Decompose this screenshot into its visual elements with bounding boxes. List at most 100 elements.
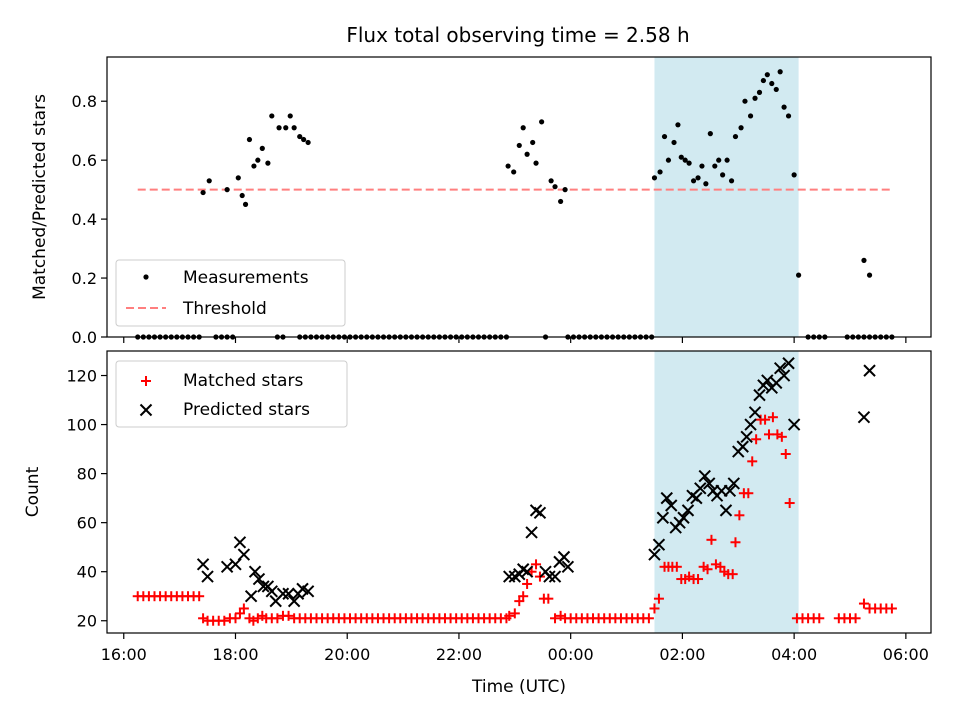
chart-title: Flux total observing time = 2.58 h <box>346 23 689 47</box>
measurement-point <box>200 189 206 196</box>
predicted-point <box>690 491 703 505</box>
predicted-point <box>698 469 711 483</box>
predicted-point <box>681 504 695 517</box>
x-tick-label: 06:00 <box>883 645 929 664</box>
legend-label-threshold: Threshold <box>182 299 267 319</box>
legend-marker-predicted <box>139 403 153 417</box>
measurement-point <box>728 178 735 184</box>
matched-point <box>734 510 745 521</box>
predicted-point <box>201 570 214 583</box>
legend: Matched stars Predicted stars <box>115 360 348 428</box>
measurement-point <box>661 133 668 140</box>
predicted-point <box>229 558 242 571</box>
matched-point <box>784 498 795 509</box>
measurement-point <box>724 157 730 163</box>
matched-point <box>886 603 897 614</box>
matched-point <box>504 610 515 621</box>
measurement-point <box>533 160 539 166</box>
predicted-point <box>753 388 766 402</box>
matched-point <box>743 488 754 499</box>
predicted-series <box>196 357 876 608</box>
y-tick-label: 0.0 <box>72 328 97 347</box>
measurement-point <box>242 201 249 207</box>
x-tick-label: 02:00 <box>659 645 705 664</box>
measurement-point <box>796 272 802 278</box>
highlight-span-bottom <box>654 351 799 633</box>
predicted-point <box>652 538 666 551</box>
measurement-point <box>206 178 212 184</box>
predicted-point <box>656 511 670 524</box>
matched-point <box>531 559 542 570</box>
predicted-point <box>723 484 737 497</box>
matched-point <box>760 414 771 425</box>
predicted-point <box>748 406 762 419</box>
predicted-point <box>561 560 575 573</box>
measurement-point <box>301 136 307 143</box>
legend-label-matched: Matched stars <box>183 371 303 391</box>
measurement-point <box>699 163 705 169</box>
matched-point <box>643 613 654 624</box>
measurement-point <box>530 139 536 146</box>
measurement-point <box>690 178 697 184</box>
matched-point <box>780 448 791 459</box>
matched-point <box>522 578 533 589</box>
y-tick-label: 20 <box>77 612 97 631</box>
predicted-point <box>777 369 791 382</box>
y-tick-label: 0.4 <box>72 210 97 229</box>
matched-point <box>649 603 660 614</box>
matched-point <box>850 613 861 624</box>
measurement-point <box>562 187 568 193</box>
measurement-point <box>524 151 530 157</box>
predicted-point <box>744 418 757 431</box>
matched-point <box>518 591 529 602</box>
measurement-point <box>305 139 311 146</box>
measurement-point <box>287 113 293 119</box>
predicted-point <box>703 477 716 490</box>
measurement-point <box>246 136 253 143</box>
measurement-point <box>671 139 677 146</box>
measurement-point <box>239 192 245 199</box>
predicted-point <box>244 590 258 603</box>
predicted-point <box>857 411 871 424</box>
matched-series <box>132 412 897 626</box>
y-tick-label: 100 <box>66 416 97 435</box>
matched-point <box>747 456 758 467</box>
predicted-point <box>543 570 556 583</box>
measurement-point <box>675 122 681 128</box>
measurement-point <box>558 198 564 205</box>
x-tick-label: 04:00 <box>771 645 817 664</box>
measurement-point <box>732 133 739 140</box>
matched-point <box>727 569 738 580</box>
predicted-point <box>525 526 538 539</box>
y-tick-label: 40 <box>77 563 97 582</box>
measurement-point <box>548 178 554 184</box>
measurement-point <box>861 257 867 263</box>
measurement-point <box>251 163 257 169</box>
y-tick-label: 120 <box>66 367 97 386</box>
predicted-point <box>503 570 516 583</box>
predicted-point <box>282 587 295 600</box>
x-tick-label: 18:00 <box>212 645 258 664</box>
measurement-point <box>283 125 289 131</box>
predicted-point <box>196 558 210 571</box>
matched-point <box>776 431 787 442</box>
predicted-point <box>660 491 673 505</box>
x-tick-label: 16:00 <box>101 645 147 664</box>
legend: Measurements Threshold <box>115 259 346 327</box>
x-tick-label: 20:00 <box>324 645 370 664</box>
predicted-point <box>557 550 571 564</box>
x-axis-label: Time (UTC) <box>471 677 566 697</box>
measurement-point <box>747 113 754 119</box>
matched-point <box>230 613 241 624</box>
measurement-point <box>716 157 722 163</box>
top-panel: 0.0 0.2 0.4 0.6 0.8 Matched/Predicted stars Me… <box>30 56 932 347</box>
measurement-point <box>686 160 692 166</box>
measurement-point <box>791 172 797 178</box>
measurement-point <box>276 125 282 131</box>
measurement-point <box>695 175 701 181</box>
measurement-point <box>297 133 303 140</box>
measurement-point <box>255 157 261 163</box>
x-tick-label: 00:00 <box>548 645 594 664</box>
measurement-point <box>657 169 663 175</box>
predicted-point <box>719 504 733 517</box>
